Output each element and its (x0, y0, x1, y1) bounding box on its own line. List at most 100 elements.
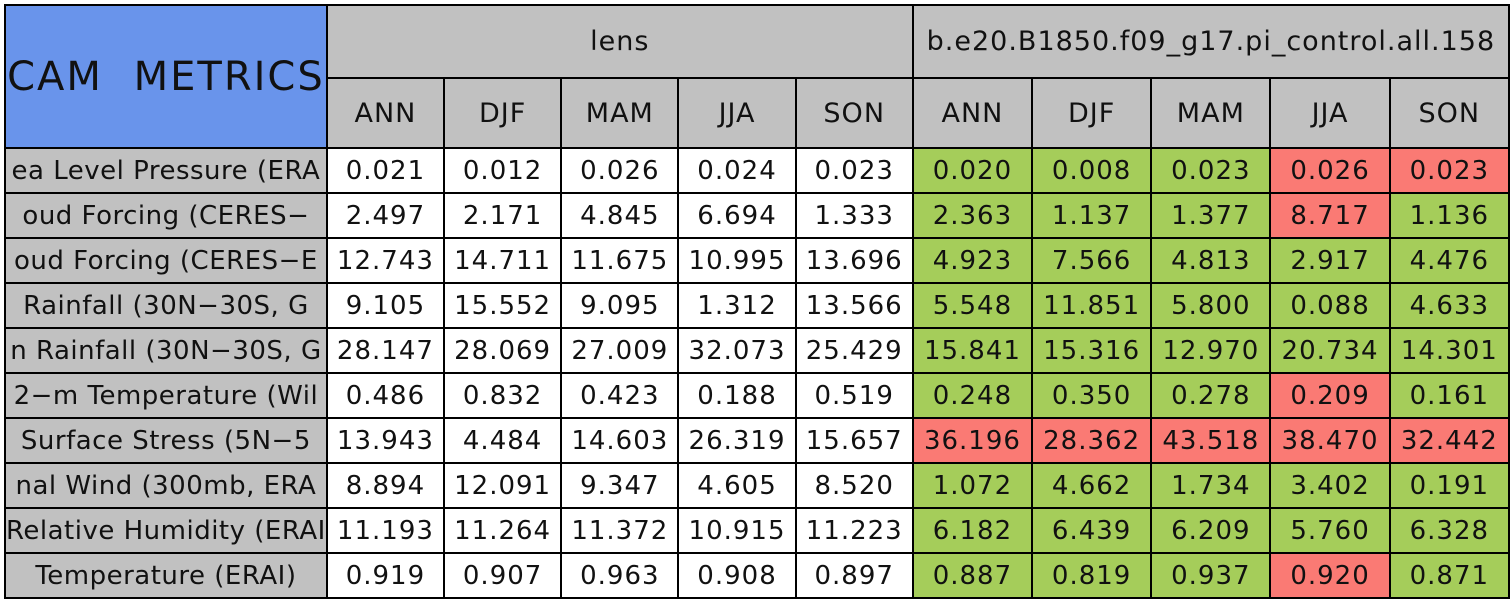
lens-value-cell: 0.188 (677, 372, 797, 419)
control-value-cell: 15.841 (911, 327, 1034, 374)
lens-value-cell: 1.312 (677, 282, 797, 329)
lens-value-cell: 27.009 (560, 327, 680, 374)
control-value-cell: 0.887 (911, 552, 1034, 599)
lens-value-cell: 0.021 (325, 147, 446, 194)
table-title: CAM METRICS (4, 4, 328, 149)
table-row: Rainfall (30N−30S, G 9.105 15.552 9.095 1.31… (4, 282, 1510, 329)
season-header-lens-mam: MAM (560, 77, 680, 149)
table-row: oud Forcing (CERES−E 12.743 14.711 11.675 10… (4, 237, 1510, 284)
control-value-cell: 0.026 (1269, 147, 1391, 194)
control-value-cell: 8.717 (1269, 192, 1391, 239)
control-value-cell: 0.191 (1388, 462, 1510, 509)
season-header-control-mam: MAM (1150, 77, 1272, 149)
control-value-cell: 1.136 (1388, 192, 1510, 239)
row-label: n Rainfall (30N−30S, G (4, 327, 328, 374)
lens-value-cell: 13.943 (325, 417, 446, 464)
control-value-cell: 0.020 (911, 147, 1034, 194)
table-row: nal Wind (300mb, ERA 8.894 12.091 9.347 4.60… (4, 462, 1510, 509)
lens-value-cell: 0.023 (794, 147, 914, 194)
control-value-cell: 4.633 (1388, 282, 1510, 329)
lens-value-cell: 11.372 (560, 507, 680, 554)
control-value-cell: 0.350 (1031, 372, 1153, 419)
column-group-lens: lens (325, 4, 914, 79)
control-value-cell: 5.548 (911, 282, 1034, 329)
lens-value-cell: 14.711 (443, 237, 563, 284)
column-group-control: b.e20.B1850.f09_g17.pi_control.all.158 (911, 4, 1510, 79)
control-value-cell: 2.363 (911, 192, 1034, 239)
table-row: Relative Humidity (ERAI 11.193 11.264 11.37… (4, 507, 1510, 554)
lens-value-cell: 10.915 (677, 507, 797, 554)
lens-value-cell: 9.347 (560, 462, 680, 509)
lens-value-cell: 0.423 (560, 372, 680, 419)
lens-value-cell: 4.484 (443, 417, 563, 464)
control-value-cell: 38.470 (1269, 417, 1391, 464)
control-value-cell: 4.813 (1150, 237, 1272, 284)
control-value-cell: 4.662 (1031, 462, 1153, 509)
control-value-cell: 0.920 (1269, 552, 1391, 599)
lens-value-cell: 0.897 (794, 552, 914, 599)
lens-value-cell: 12.091 (443, 462, 563, 509)
control-value-cell: 6.209 (1150, 507, 1272, 554)
lens-value-cell: 8.520 (794, 462, 914, 509)
lens-value-cell: 0.024 (677, 147, 797, 194)
lens-value-cell: 0.919 (325, 552, 446, 599)
row-label: Relative Humidity (ERAI (4, 507, 328, 554)
lens-value-cell: 4.845 (560, 192, 680, 239)
control-value-cell: 36.196 (911, 417, 1034, 464)
control-value-cell: 0.819 (1031, 552, 1153, 599)
control-value-cell: 6.182 (911, 507, 1034, 554)
season-header-control-ann: ANN (911, 77, 1034, 149)
control-value-cell: 28.362 (1031, 417, 1153, 464)
control-value-cell: 0.248 (911, 372, 1034, 419)
season-header-control-jja: JJA (1269, 77, 1391, 149)
row-label: Temperature (ERAI) (4, 552, 328, 599)
lens-value-cell: 10.995 (677, 237, 797, 284)
season-header-control-djf: DJF (1031, 77, 1153, 149)
lens-value-cell: 2.171 (443, 192, 563, 239)
lens-value-cell: 28.069 (443, 327, 563, 374)
metrics-table-body: ea Level Pressure (ERA 0.021 0.012 0.026 0.0… (4, 147, 1510, 599)
lens-value-cell: 0.907 (443, 552, 563, 599)
season-header-row: ANN DJF MAM JJA SON ANN DJF MAM JJA SON (5, 77, 1510, 149)
lens-value-cell: 12.743 (325, 237, 446, 284)
lens-value-cell: 1.333 (794, 192, 914, 239)
lens-value-cell: 6.694 (677, 192, 797, 239)
row-label: ea Level Pressure (ERA (4, 147, 328, 194)
lens-value-cell: 0.963 (560, 552, 680, 599)
control-value-cell: 6.439 (1031, 507, 1153, 554)
row-label: oud Forcing (CERES− (4, 192, 328, 239)
control-value-cell: 5.800 (1150, 282, 1272, 329)
lens-value-cell: 11.223 (794, 507, 914, 554)
table-row: Temperature (ERAI) 0.919 0.907 0.963 0.908 0.… (4, 552, 1510, 599)
lens-value-cell: 0.519 (794, 372, 914, 419)
lens-value-cell: 8.894 (325, 462, 446, 509)
lens-value-cell: 9.095 (560, 282, 680, 329)
lens-value-cell: 2.497 (325, 192, 446, 239)
lens-value-cell: 15.552 (443, 282, 563, 329)
control-value-cell: 0.278 (1150, 372, 1272, 419)
lens-value-cell: 0.012 (443, 147, 563, 194)
lens-value-cell: 11.193 (325, 507, 446, 554)
lens-value-cell: 0.832 (443, 372, 563, 419)
lens-value-cell: 11.264 (443, 507, 563, 554)
control-value-cell: 11.851 (1031, 282, 1153, 329)
control-value-cell: 1.072 (911, 462, 1034, 509)
row-label: 2−m Temperature (Wil (4, 372, 328, 419)
lens-value-cell: 15.657 (794, 417, 914, 464)
season-header-lens-jja: JJA (677, 77, 797, 149)
control-value-cell: 1.734 (1150, 462, 1272, 509)
control-value-cell: 43.518 (1150, 417, 1272, 464)
table-row: 2−m Temperature (Wil 0.486 0.832 0.423 0.188… (4, 372, 1510, 419)
lens-value-cell: 0.486 (325, 372, 446, 419)
table-row: ea Level Pressure (ERA 0.021 0.012 0.026 0.0… (4, 147, 1510, 194)
season-header-lens-son: SON (794, 77, 914, 149)
control-value-cell: 12.970 (1150, 327, 1272, 374)
control-value-cell: 6.328 (1388, 507, 1510, 554)
lens-value-cell: 11.675 (560, 237, 680, 284)
control-value-cell: 0.008 (1031, 147, 1153, 194)
control-value-cell: 7.566 (1031, 237, 1153, 284)
season-header-lens-djf: DJF (443, 77, 563, 149)
season-header-lens-ann: ANN (325, 77, 446, 149)
lens-value-cell: 26.319 (677, 417, 797, 464)
control-value-cell: 0.023 (1388, 147, 1510, 194)
